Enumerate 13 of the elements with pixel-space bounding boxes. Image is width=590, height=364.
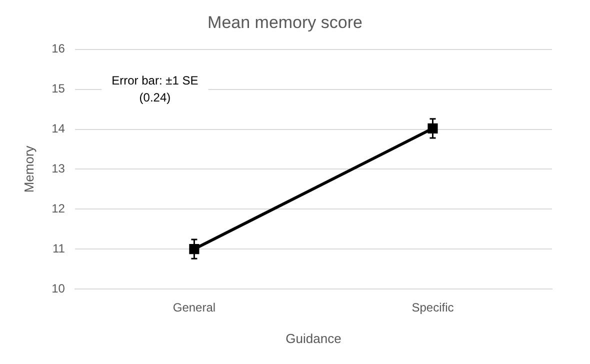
x-tick-label: General	[172, 300, 216, 315]
y-tick-label: 13	[52, 162, 66, 176]
y-tick-label: 15	[52, 82, 66, 96]
y-tick-label: 16	[52, 42, 66, 56]
annotation: Error bar: ±1 SE (0.24)	[112, 74, 198, 105]
x-tick-label: Specific	[412, 300, 454, 315]
y-tick-label: 12	[52, 201, 66, 216]
x-axis-title: Guidance	[286, 330, 342, 346]
y-tick-label: 10	[52, 281, 66, 296]
y-axis-title: Memory	[21, 145, 36, 193]
y-tick-label: 14	[52, 122, 66, 136]
chart-title: Mean memory score	[208, 12, 362, 32]
y-tick-label: 11	[52, 241, 66, 256]
